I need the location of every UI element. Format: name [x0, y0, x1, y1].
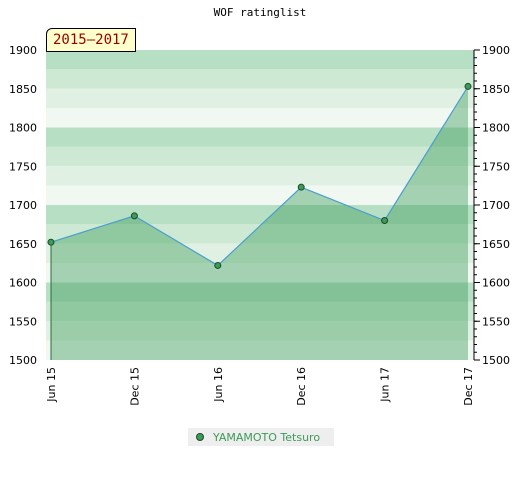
x-tick-label: Dec 16 [295, 367, 308, 406]
data-point [130, 212, 138, 220]
y-tick-label-left: 1650 [9, 238, 37, 251]
x-tick-label: Jun 16 [212, 367, 225, 403]
background-band [46, 166, 474, 186]
data-point [297, 183, 305, 191]
background-band [46, 127, 474, 147]
y-tick-label-left: 1600 [9, 277, 37, 290]
background-band [46, 243, 474, 264]
legend: YAMAMOTO Tetsuro [188, 428, 334, 446]
y-tick-label-left: 1700 [9, 199, 37, 212]
data-point [464, 82, 472, 90]
background-band [46, 50, 474, 70]
y-tick-label-left: 1550 [9, 315, 37, 328]
period-label: 2015–2017 [46, 28, 136, 52]
legend-series-name: YAMAMOTO Tetsuro [213, 430, 321, 444]
data-point [214, 261, 222, 269]
background-band [46, 301, 474, 322]
x-tick-label: Jun 17 [379, 367, 392, 403]
chart-title: WOF ratinglist [213, 6, 307, 19]
background-band [46, 108, 474, 128]
y-tick-label-right: 1850 [482, 83, 510, 96]
series-line [50, 86, 469, 267]
background-band [46, 224, 474, 244]
background-band [46, 205, 474, 225]
background-band [46, 185, 474, 205]
background-band [46, 88, 474, 109]
background-band [46, 69, 474, 89]
background-band [46, 321, 474, 341]
background-band [46, 282, 474, 302]
legend-marker [196, 433, 204, 441]
x-tick-label: Dec 15 [128, 367, 141, 406]
x-tick-label: Dec 17 [462, 367, 475, 406]
background-band [46, 340, 474, 360]
y-tick-label-right: 1900 [482, 44, 510, 57]
x-tick-label: Jun 15 [45, 367, 58, 403]
y-tick-label-right: 1650 [482, 238, 510, 251]
y-tick-label-left: 1750 [9, 160, 37, 173]
y-tick-label-right: 1550 [482, 315, 510, 328]
series-area [51, 86, 468, 361]
y-tick-label-right: 1500 [482, 354, 510, 367]
y-tick-label-right: 1700 [482, 199, 510, 212]
y-tick-label-left: 1850 [9, 83, 37, 96]
background-band [46, 146, 474, 167]
data-point [47, 238, 55, 246]
background-band [46, 263, 474, 283]
y-tick-label-left: 1500 [9, 354, 37, 367]
y-tick-label-right: 1800 [482, 122, 510, 135]
data-point [381, 217, 389, 224]
y-tick-label-left: 1800 [9, 122, 37, 135]
y-tick-label-right: 1600 [482, 277, 510, 290]
y-tick-label-left: 1900 [9, 44, 37, 57]
y-tick-label-right: 1750 [482, 160, 510, 173]
